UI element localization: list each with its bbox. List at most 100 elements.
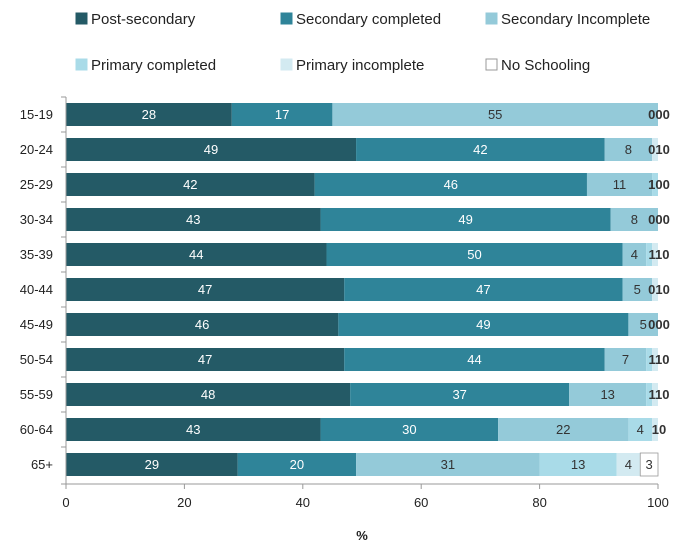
legend-label: Secondary Incomplete (501, 11, 650, 28)
legend-label: Post-secondary (91, 11, 196, 28)
bar-segment (66, 243, 327, 266)
small-value-label: 100 (648, 177, 670, 192)
small-value-label: 010 (648, 142, 670, 157)
legend-swatch (280, 58, 293, 71)
bar-segment (622, 278, 653, 301)
legend-label: Primary completed (91, 57, 216, 74)
bar-value-label: 43 (186, 212, 200, 227)
bar-segment (652, 348, 658, 371)
bar-value-label: 3 (646, 457, 653, 472)
bar-segment (610, 208, 658, 231)
bar-value-label: 43 (186, 422, 200, 437)
bar-value-label: 48 (201, 387, 215, 402)
bar-segment (338, 313, 629, 336)
bar-segment (652, 418, 658, 441)
bar-segment (320, 208, 611, 231)
legend-swatch (75, 58, 88, 71)
bar-segment (344, 348, 605, 371)
bar-value-label: 49 (476, 317, 490, 332)
bar-segment (652, 383, 658, 406)
bar-value-label: 50 (467, 247, 481, 262)
small-value-label: 110 (649, 387, 670, 402)
y-tick-label: 40-44 (20, 282, 53, 297)
bar-value-label: 5 (640, 317, 647, 332)
bar-segment (66, 383, 351, 406)
bar-segment (326, 243, 623, 266)
legend: Post-secondary Secondary completed Seconda… (75, 11, 650, 74)
bar-segment (622, 243, 647, 266)
legend-swatch (485, 58, 498, 71)
bar-segment (569, 383, 647, 406)
bar-segment (350, 383, 570, 406)
bar-value-label: 31 (441, 457, 455, 472)
bar-segment (320, 418, 499, 441)
x-tick-label: 60 (414, 495, 428, 510)
bar-segment (498, 418, 629, 441)
small-value-label: 000 (648, 212, 670, 227)
bar-segment (356, 453, 540, 476)
y-tick-label: 55-59 (20, 387, 53, 402)
small-value-label: 010 (648, 282, 670, 297)
bar-value-label: 49 (204, 142, 218, 157)
bar-segment (66, 313, 339, 336)
y-tick-label: 20-24 (20, 142, 53, 157)
bar-segment (231, 103, 333, 126)
bar-value-label: 55 (488, 107, 502, 122)
bar-value-label: 22 (556, 422, 570, 437)
bar-value-label: 8 (631, 212, 638, 227)
bar-value-label: 8 (625, 142, 632, 157)
bar-segment (314, 173, 587, 196)
y-tick-label: 65+ (31, 457, 53, 472)
bar-value-label: 42 (183, 177, 197, 192)
small-value-label: 110 (649, 247, 670, 262)
bar-segment (586, 173, 653, 196)
bar-segment (66, 138, 357, 161)
small-value-label: 10 (652, 422, 666, 437)
small-value-label: 000 (648, 107, 670, 122)
small-value-label: 000 (648, 317, 670, 332)
y-tick-label: 25-29 (20, 177, 53, 192)
y-axis: 15-19 20-24 25-29 30-34 35-39 40-44 45-49 50-54… (20, 96, 67, 485)
bar-value-label: 11 (613, 177, 627, 192)
bar-segment (652, 243, 658, 266)
bar-value-label: 4 (625, 457, 632, 472)
bar-value-label: 42 (473, 142, 487, 157)
y-tick-label: 35-39 (20, 247, 53, 262)
small-value-label: 110 (649, 352, 670, 367)
bar-segment (66, 278, 345, 301)
bar-value-label: 47 (198, 352, 212, 367)
x-tick-label: 0 (62, 495, 69, 510)
bar-segment (604, 348, 647, 371)
legend-label: No Schooling (501, 57, 590, 74)
bar-value-label: 47 (198, 282, 212, 297)
bar-value-label: 4 (637, 422, 644, 437)
y-tick-label: 60-64 (20, 422, 53, 437)
bar-segment (616, 453, 641, 476)
legend-label: Primary incomplete (296, 57, 424, 74)
bar-segment (652, 138, 658, 161)
bar-value-label: 44 (189, 247, 203, 262)
bar-segment (344, 278, 623, 301)
bar-segment (332, 103, 658, 126)
x-axis: 0 20 40 60 80 100 (62, 483, 669, 510)
bar-segment (66, 173, 315, 196)
x-tick-label: 80 (532, 495, 546, 510)
bar-segment (652, 173, 658, 196)
bar-value-label: 37 (452, 387, 466, 402)
legend-swatch (485, 12, 498, 25)
legend-label: Secondary completed (296, 11, 441, 28)
x-tick-label: 40 (296, 495, 310, 510)
bar-segment (66, 103, 232, 126)
legend-swatch (280, 12, 293, 25)
x-tick-label: 20 (177, 495, 191, 510)
y-tick-label: 50-54 (20, 352, 53, 367)
bar-segment (356, 138, 605, 161)
bar-segment (652, 278, 658, 301)
bar-value-label: 44 (467, 352, 481, 367)
y-tick-label: 30-34 (20, 212, 53, 227)
legend-swatch (75, 12, 88, 25)
bar-segment (646, 348, 653, 371)
bar-segment (639, 452, 659, 477)
